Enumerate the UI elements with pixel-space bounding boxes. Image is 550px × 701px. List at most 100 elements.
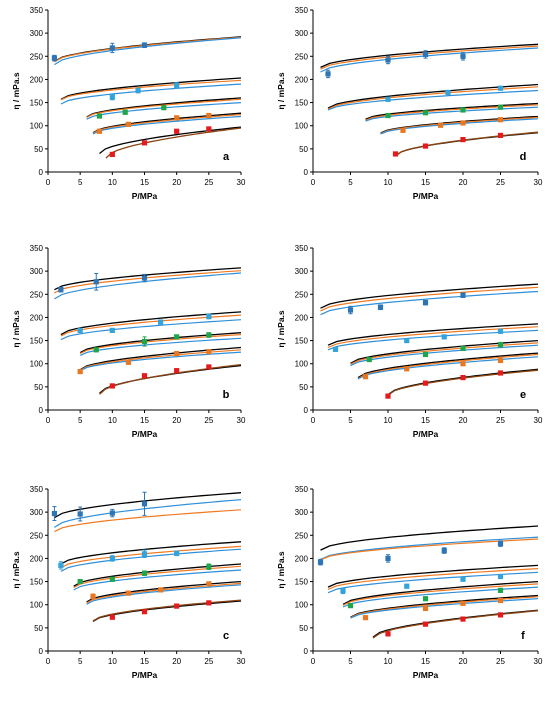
x-tick-label: 15 [421,178,430,187]
series-line-brown [99,363,242,395]
series-line-brown [105,127,242,159]
series-line-black [357,352,539,379]
series-line-black [320,43,539,68]
data-point-blue [58,287,64,293]
x-tick-label: 0 [311,178,316,187]
panel-label: c [223,630,229,642]
y-tick-label: 150 [30,99,44,108]
data-point-orange [125,359,132,365]
series-line-orange [350,596,539,619]
data-point-orange [497,357,504,364]
series-line-blue [342,586,539,608]
series-line-black [79,332,242,354]
panel-label: e [520,389,526,401]
data-point-green [174,334,180,340]
data-point-red [460,616,466,622]
data-point-orange [460,120,466,126]
panel-label: f [521,630,525,642]
data-point-orange [125,121,132,127]
x-tick-label: 30 [237,657,246,666]
data-point-green [422,596,429,602]
x-tick-label: 5 [348,178,353,187]
y-tick-label: 50 [34,624,43,633]
data-point-blue [325,71,331,77]
data-point-red [460,137,466,143]
y-tick-label: 300 [295,508,309,517]
data-point-orange [125,590,132,596]
x-tick-label: 25 [496,416,505,425]
y-tick-label: 0 [39,168,44,177]
data-point-orange [460,361,466,367]
y-tick-label: 250 [295,290,309,299]
data-point-light_blue [174,82,180,89]
series-line-black [320,283,539,309]
y-tick-label: 200 [30,313,44,322]
y-tick-label: 250 [30,531,44,540]
data-point-orange [174,115,180,121]
data-point-light_blue [109,327,115,333]
data-point-green [141,338,148,345]
data-point-orange [404,366,410,372]
data-point-red [109,614,115,620]
x-tick-label: 20 [459,657,468,666]
data-point-light_blue [77,327,83,333]
chart-panel-a: 0 5 10 15 20 25 30050100150200250300350P/MPaη … [11,6,246,201]
data-point-red [206,600,212,606]
x-tick-label: 15 [140,178,149,187]
data-point-red [206,126,212,132]
series-line-black [320,525,539,551]
series-line-blue [320,47,539,73]
x-tick-label: 5 [348,416,353,425]
data-point-green [366,356,372,363]
x-tick-label: 30 [534,178,543,187]
data-point-green [141,570,148,576]
y-tick-label: 0 [304,647,309,656]
series-line-black [327,323,539,346]
y-tick-label: 250 [295,52,309,61]
x-tick-label: 30 [534,416,543,425]
x-tick-label: 5 [348,657,353,666]
y-tick-label: 0 [304,168,309,177]
chart-panel-b: 0 5 10 15 20 25 30050100150200250300350P/MPaη … [11,244,246,439]
series-line-blue [73,569,242,591]
data-point-orange [174,350,180,357]
y-axis-label: η / mPa.s [11,551,21,589]
data-point-red [497,612,504,618]
x-tick-label: 25 [496,178,505,187]
x-tick-label: 10 [108,657,117,666]
data-point-red [497,370,504,376]
series-line-blue [86,584,242,605]
data-point-orange [460,600,466,606]
x-tick-label: 0 [311,416,316,425]
series-line-black [54,492,242,519]
data-point-red [141,140,148,146]
y-tick-label: 150 [30,337,44,346]
y-tick-label: 300 [295,29,309,38]
data-point-blue [497,541,504,547]
series-line-black [350,339,539,364]
y-tick-label: 0 [39,647,44,656]
x-tick-label: 10 [384,416,393,425]
data-point-light_blue [135,87,141,94]
data-point-green [422,351,429,358]
series-line-black [86,580,242,603]
series-line-black [60,311,242,336]
series-line-orange [357,353,539,380]
chart-panel-d: 0 5 10 15 20 25 30050100150200250300350P/MPaη … [276,6,543,201]
x-tick-label: 25 [204,178,213,187]
y-tick-label: 50 [299,145,308,154]
series-line-blue [320,536,539,560]
y-tick-label: 200 [30,554,44,563]
data-point-blue [460,53,466,59]
data-point-light_blue [460,576,466,582]
series-line-black [99,364,242,394]
data-point-red [141,373,148,379]
series-line-blue [92,115,242,135]
series-line-blue [350,598,539,619]
y-tick-label: 300 [30,29,44,38]
x-axis-label: P/MPa [413,429,439,439]
chart-panel-f: 0 5 10 15 20 25 30050100150200250300350P/MPaη … [276,485,543,680]
series-line-orange [60,545,242,569]
data-point-blue [441,547,447,554]
